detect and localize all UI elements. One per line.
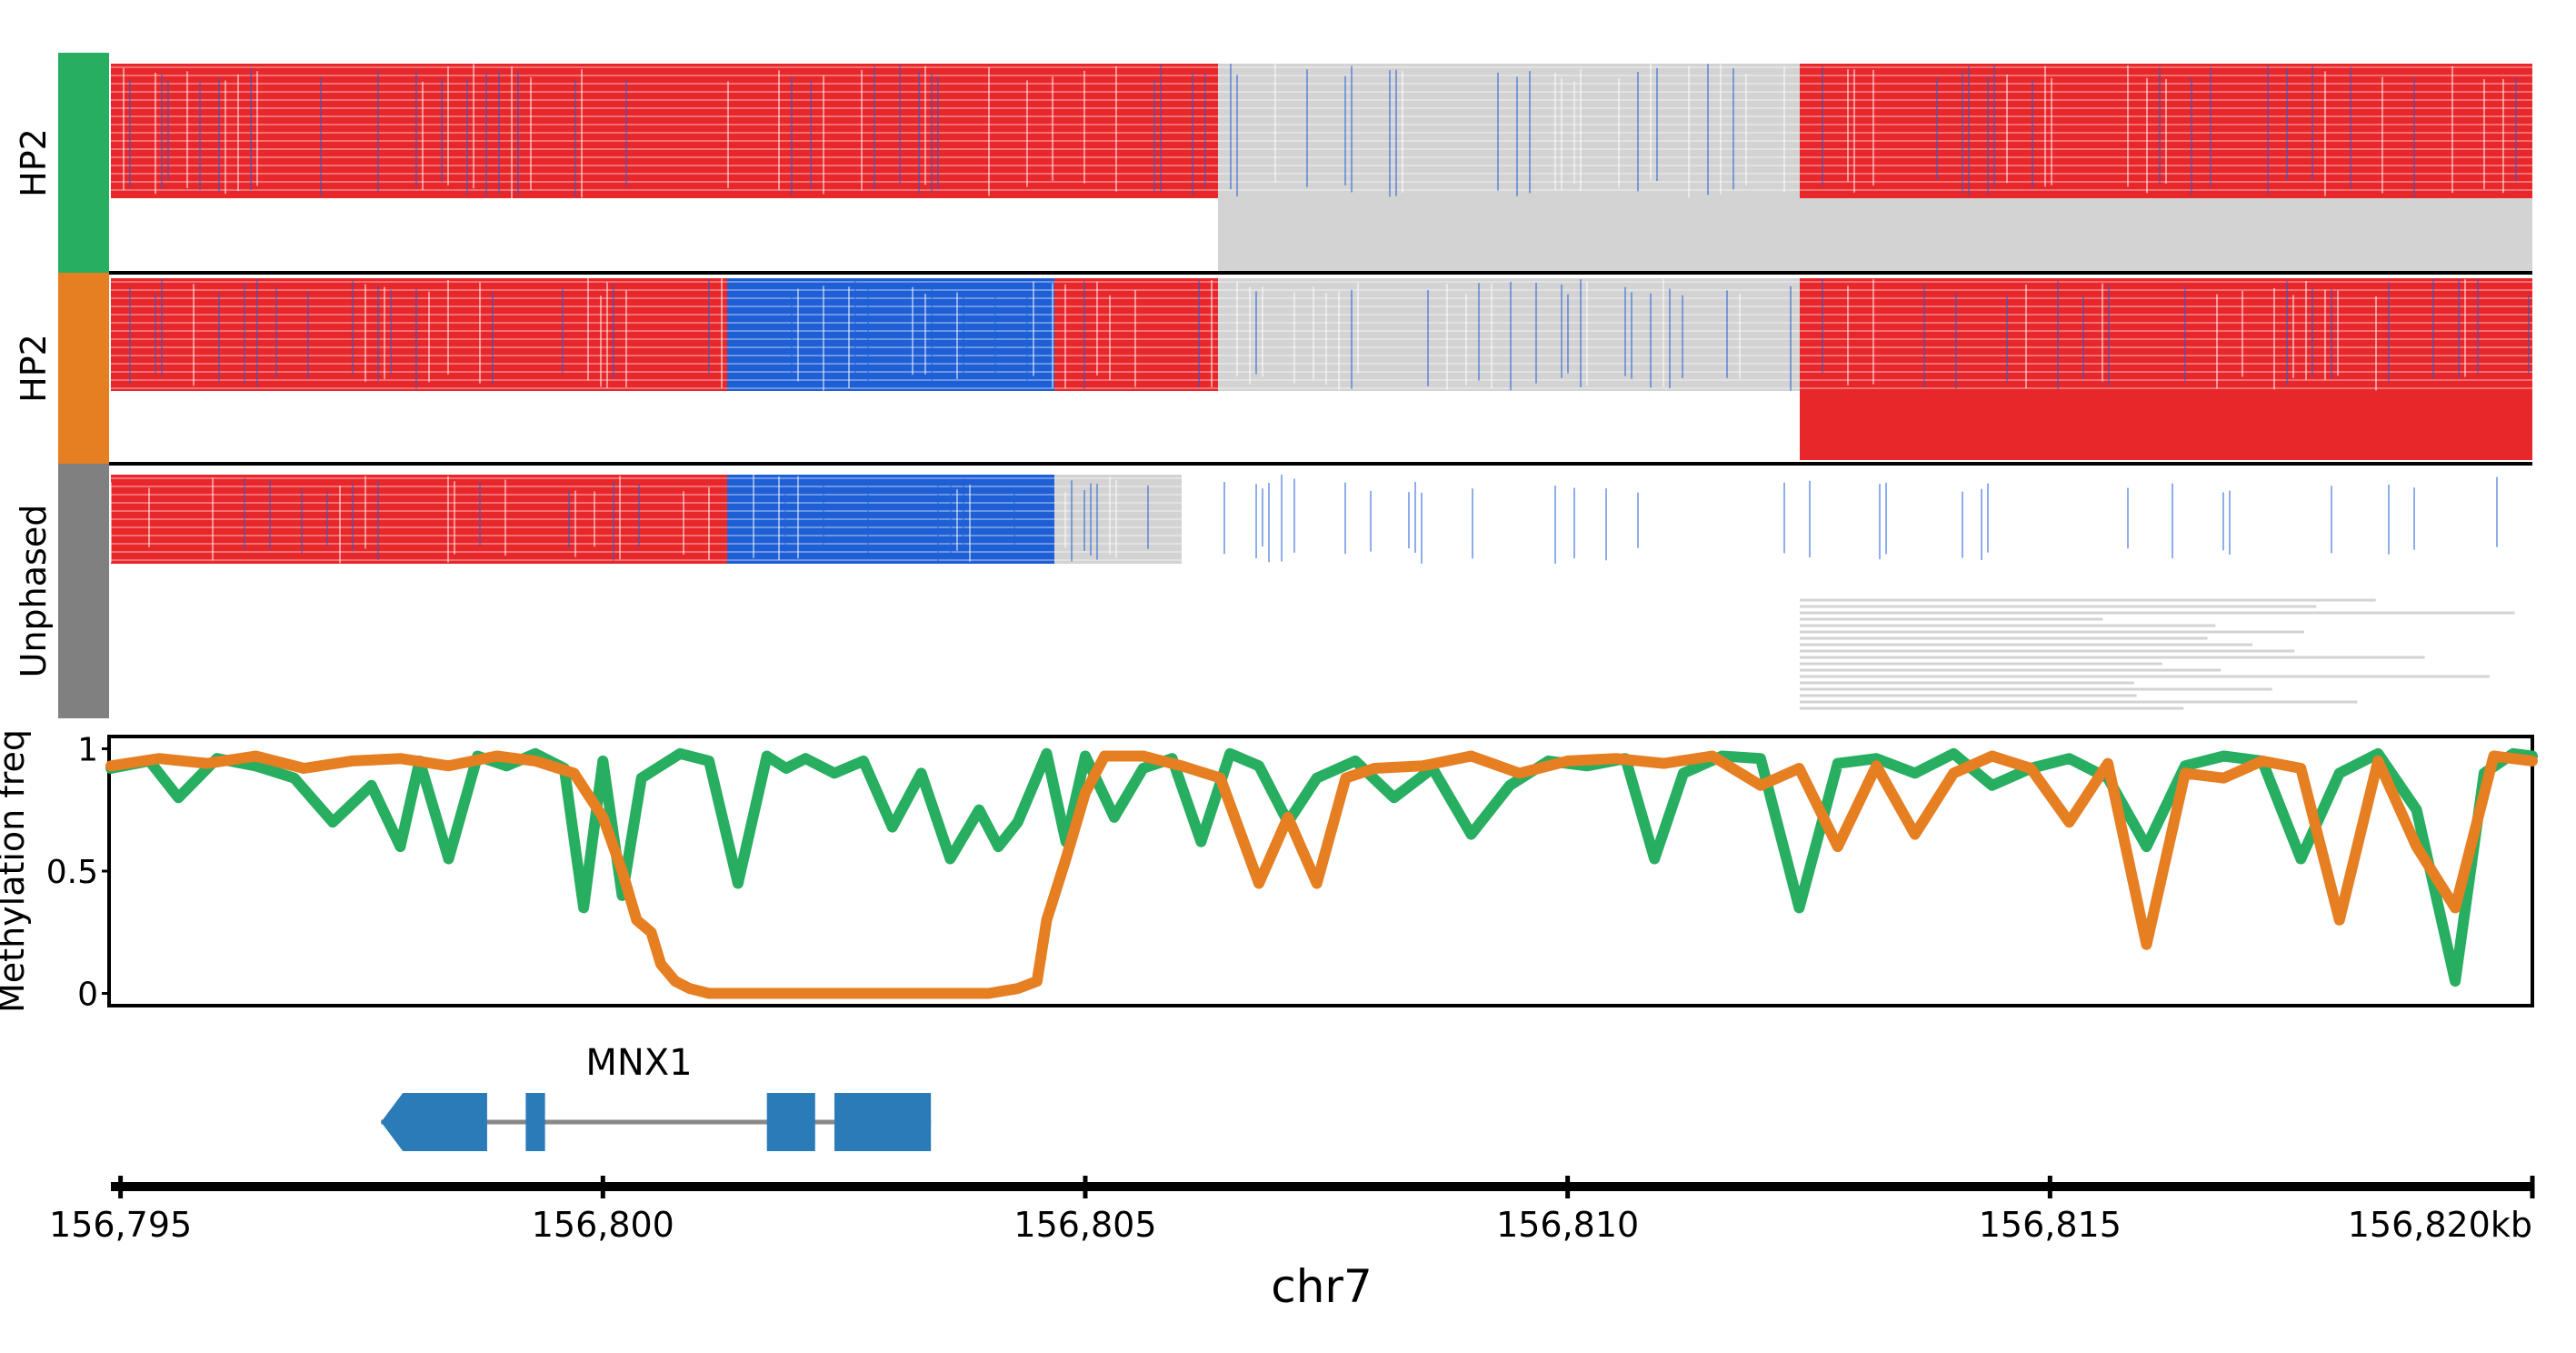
- exon-arrow: [381, 1093, 487, 1151]
- x-tick-label: 156,820kb: [2348, 1205, 2532, 1245]
- unphased-gray-reads: [1800, 598, 2515, 710]
- y-tick-label: 0.5: [46, 854, 98, 891]
- hp-bar-1: [58, 53, 109, 273]
- exon-2: [525, 1093, 545, 1151]
- genomic-axis: 156,795 156,800 156,805 156,810 156,815 156,8…: [49, 1176, 2535, 1245]
- x-tick-label: 156,795: [49, 1205, 192, 1245]
- methylation-plot: 00.51: [46, 731, 2538, 1014]
- x-tick-label: 156,805: [1013, 1205, 1156, 1245]
- hp-reads-block-1: [111, 64, 2532, 198]
- x-axis-label: chr7: [1271, 1260, 1373, 1313]
- hp-label-unphased: Unphased: [14, 505, 54, 678]
- y-axis-label: Methylation freq: [0, 729, 32, 1013]
- gene-name: MNX1: [585, 1042, 692, 1084]
- exon-4: [834, 1093, 932, 1151]
- hp-reads-tail-2: [1800, 391, 2532, 460]
- methylation-series-2: [105, 750, 2538, 999]
- hp-reads-block-2: [111, 278, 2532, 391]
- unphased-reads-block: [110, 475, 2532, 564]
- read-tracks: [110, 64, 2532, 710]
- hp-label-1: HP2: [14, 128, 54, 197]
- x-tick-label: 156,800: [532, 1205, 674, 1245]
- gene-model: MNX1: [381, 1042, 932, 1151]
- hp-reads-tail-1: [1218, 198, 2532, 271]
- hp-bar-unphased: [58, 464, 109, 718]
- hp-bar-2: [58, 273, 109, 464]
- y-tick-label: 1: [77, 731, 98, 768]
- exon-3: [766, 1093, 815, 1151]
- hp-label-2: HP2: [14, 334, 54, 403]
- x-tick-label: 156,810: [1496, 1205, 1639, 1245]
- y-tick-label: 0: [77, 977, 98, 1014]
- x-tick-label: 156,815: [1979, 1205, 2122, 1245]
